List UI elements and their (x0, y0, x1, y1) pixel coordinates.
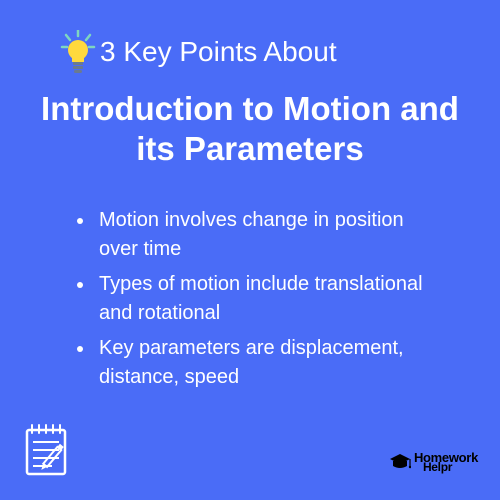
graduation-cap-icon (389, 453, 411, 471)
brand-logo: Homework Helpr (389, 452, 478, 472)
header-row: 3 Key Points About (0, 0, 500, 74)
list-item: Motion involves change in position over … (95, 206, 440, 264)
page-title: Introduction to Motion and its Parameter… (0, 74, 500, 168)
subtitle-text: 3 Key Points About (100, 36, 337, 68)
points-list: Motion involves change in position over … (0, 168, 500, 392)
lightbulb-icon (60, 30, 96, 74)
list-item: Types of motion include translational an… (95, 270, 440, 328)
list-item: Key parameters are displacement, distanc… (95, 334, 440, 392)
brand-text: Homework Helpr (414, 452, 478, 472)
notepad-icon (22, 422, 76, 480)
